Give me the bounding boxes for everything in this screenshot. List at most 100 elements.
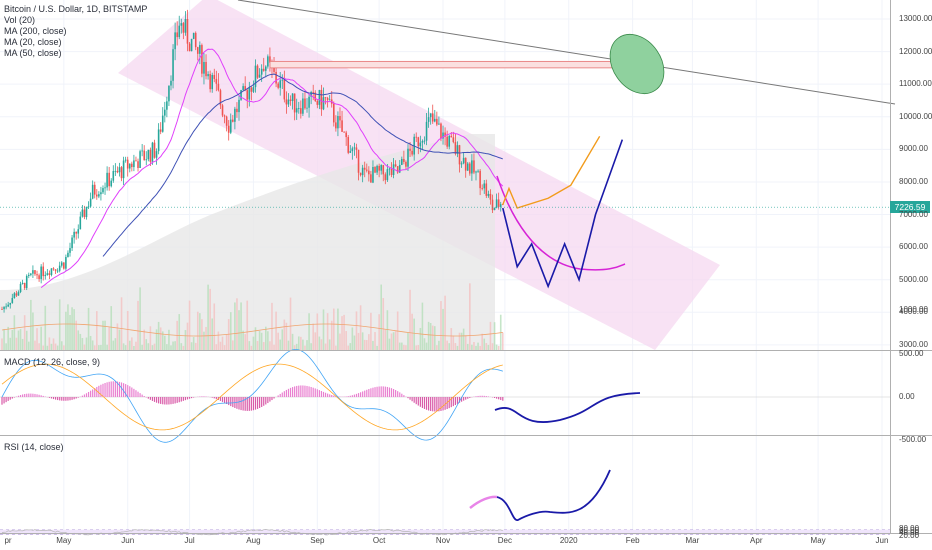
macd-histogram-bar	[432, 397, 434, 412]
candle-body	[100, 192, 102, 195]
volume-bar	[398, 342, 401, 350]
candle-body	[316, 100, 319, 105]
volume-bar	[5, 343, 7, 350]
alt-projection-path	[502, 135, 601, 209]
volume-bar	[285, 322, 288, 350]
candle-body	[40, 266, 42, 280]
macd-histogram-bar	[205, 396, 207, 397]
rsi-label[interactable]: RSI (14, close)	[4, 442, 64, 452]
volume-bar	[436, 345, 438, 350]
volume-bar	[324, 343, 327, 350]
volume-bar	[114, 338, 117, 350]
macd-label[interactable]: MACD (12, 26, close, 9)	[4, 357, 101, 367]
candle-body	[295, 108, 298, 113]
candle-body	[394, 164, 397, 167]
volume-bar	[403, 344, 405, 350]
time-tick-label: Aug	[246, 536, 261, 545]
macd-histogram-bar	[329, 394, 331, 397]
time-tick-label: Oct	[372, 536, 386, 545]
candle-body	[19, 283, 22, 293]
candle-body	[98, 194, 100, 197]
macd-tick-label: 0.00	[899, 392, 915, 401]
volume-bar	[349, 343, 352, 350]
volume-bar	[254, 327, 257, 350]
study-ma50[interactable]: MA (50, close)	[4, 48, 62, 58]
volume-bar	[300, 336, 302, 350]
candle-body	[351, 148, 354, 152]
volume-bar	[52, 338, 55, 350]
volume-bar	[73, 309, 75, 350]
candle-body	[114, 170, 117, 172]
candle-body	[341, 120, 343, 132]
macd-histogram-bar	[413, 397, 415, 403]
macd-histogram-bar	[238, 397, 240, 410]
macd-histogram-bar	[9, 397, 11, 400]
macd-histogram-bar	[397, 391, 399, 397]
symbol-title[interactable]: Bitcoin / U.S. Dollar, 1D, BITSTAMP	[4, 4, 148, 14]
price-tick-label: 13000.00	[899, 14, 932, 23]
macd-histogram-bar	[428, 397, 430, 411]
macd-histogram-bar	[382, 386, 384, 397]
macd-histogram-bar	[287, 388, 290, 397]
volume-bar	[489, 321, 492, 350]
time-tick-label: Jul	[184, 536, 195, 545]
volume-bar	[267, 331, 269, 350]
volume-bar	[378, 314, 380, 350]
volume-bar	[427, 321, 430, 350]
study-ma20[interactable]: MA (20, close)	[4, 37, 62, 47]
volume-bar	[471, 344, 473, 350]
volume-bar	[44, 305, 47, 350]
candle-body	[194, 32, 197, 48]
candle-body	[25, 275, 28, 289]
volume-bar	[32, 312, 34, 350]
time-tick-label: Feb	[625, 536, 640, 545]
macd-histogram-bar	[188, 397, 191, 399]
macd-histogram-bar	[434, 397, 436, 412]
volume-bar	[320, 339, 323, 350]
macd-histogram-bar	[92, 389, 94, 397]
study-vol[interactable]: Vol (20)	[4, 15, 36, 25]
volume-bar	[273, 344, 275, 350]
volume-bar	[3, 329, 5, 350]
candle-body	[104, 187, 106, 189]
candle-body	[281, 79, 284, 81]
volume-bar	[297, 336, 300, 350]
candle-body	[178, 25, 181, 38]
macd-histogram-bar	[296, 385, 298, 397]
candle-body	[345, 132, 347, 138]
macd-histogram-bar	[52, 397, 55, 400]
macd-histogram-bar	[67, 397, 69, 401]
candle-body	[479, 170, 481, 189]
macd-histogram-bar	[411, 397, 413, 402]
macd-histogram-bar	[223, 397, 226, 403]
volume-bar	[116, 323, 119, 350]
candle-body	[246, 90, 249, 100]
macd-histogram-bar	[63, 397, 65, 401]
macd-histogram-bar	[316, 389, 318, 397]
volume-bar	[217, 331, 220, 350]
macd-histogram-bar	[368, 389, 370, 397]
time-tick-label: Sep	[310, 536, 325, 545]
macd-histogram-bar	[17, 395, 20, 397]
macd-histogram-bar	[300, 385, 302, 397]
volume-bar	[180, 343, 183, 350]
macd-histogram-bar	[236, 397, 238, 409]
candle-body	[69, 248, 71, 253]
volume-bar	[497, 345, 500, 350]
volume-bar	[126, 310, 129, 350]
candle-body	[149, 149, 152, 162]
candle-body	[485, 183, 488, 196]
macd-histogram-bar	[425, 397, 428, 410]
study-ma200[interactable]: MA (200, close)	[4, 26, 67, 36]
candle-body	[133, 160, 135, 168]
candle-body	[267, 56, 269, 67]
macd-histogram-bar	[172, 397, 174, 404]
price-tick-label: 3000.00	[899, 339, 928, 349]
volume-bar	[345, 331, 347, 350]
volume-bar	[145, 339, 148, 350]
volume-bar	[188, 300, 191, 350]
volume-bar	[81, 338, 84, 350]
candle-body	[258, 74, 261, 78]
volume-bar	[96, 311, 98, 350]
